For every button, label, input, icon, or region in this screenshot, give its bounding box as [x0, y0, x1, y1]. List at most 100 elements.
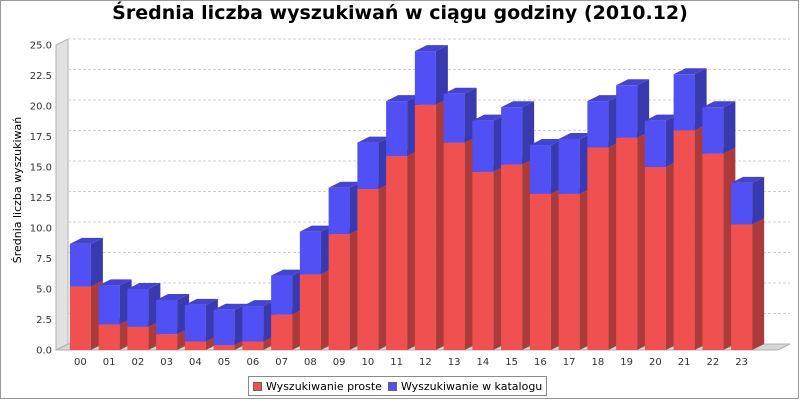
- y-tick-label: 15.0: [30, 163, 52, 174]
- x-tick-label: 20: [649, 357, 662, 368]
- x-tick-label: 16: [534, 357, 547, 368]
- bar-catalog-search: [328, 187, 350, 235]
- bar-simple-search: [702, 153, 724, 350]
- bar-catalog-search-top: [558, 132, 592, 139]
- x-tick-label: 03: [160, 357, 173, 368]
- bar-simple-search: [98, 324, 120, 350]
- x-tick-label: 23: [735, 357, 748, 368]
- bar-simple-search: [213, 345, 235, 350]
- bar-catalog-search-top: [386, 95, 420, 102]
- bar-catalog-search-top: [184, 298, 218, 305]
- bar-catalog-search-top: [328, 181, 362, 188]
- bar-simple-search: [644, 167, 666, 350]
- y-tick-label: 12.5: [30, 193, 52, 204]
- bar-catalog-search: [587, 101, 609, 148]
- legend-item-catalog-search: Wyszukiwanie w katalogu: [387, 379, 543, 393]
- x-tick-label: 17: [563, 357, 576, 368]
- bar-catalog-search: [299, 231, 321, 275]
- x-tick-label: 21: [678, 357, 691, 368]
- bar-catalog-search-top: [414, 45, 448, 52]
- bar-simple-search: [414, 104, 436, 350]
- legend-label-catalog-search: Wyszukiwanie w katalogu: [400, 379, 543, 393]
- bar-catalog-search-top: [69, 237, 103, 244]
- bar-simple-search: [501, 164, 523, 350]
- bar-catalog-search-top: [357, 136, 391, 143]
- bar-catalog-search: [98, 285, 120, 325]
- bar-catalog-search-top: [529, 139, 563, 146]
- bar-catalog-search-top: [271, 269, 305, 276]
- x-tick-label: 22: [707, 357, 720, 368]
- bar-simple-search: [443, 142, 465, 350]
- x-tick-label: 11: [390, 357, 403, 368]
- x-tick-label: 04: [189, 357, 202, 368]
- chart-side-wall: [55, 38, 69, 351]
- x-tick-label: 01: [103, 357, 116, 368]
- x-tick-label: 15: [505, 357, 518, 368]
- bar-catalog-search-top: [443, 87, 477, 94]
- y-tick-label: 17.5: [30, 132, 52, 143]
- bar-simple-search: [673, 130, 695, 350]
- bar-catalog-search-top: [731, 176, 765, 183]
- bar-catalog-search: [386, 101, 408, 157]
- bar-simple-search: [127, 326, 149, 350]
- bar-catalog-search: [242, 306, 264, 342]
- x-tick-label: 19: [620, 357, 633, 368]
- x-tick-label: 02: [132, 357, 145, 368]
- bar-catalog-search-side: [435, 45, 448, 105]
- bar-simple-search: [616, 137, 638, 350]
- bar-catalog-search-top: [616, 79, 650, 86]
- y-tick-label: 10.0: [30, 224, 52, 235]
- bar-catalog-search: [357, 142, 379, 189]
- bar-catalog-search-side: [752, 176, 765, 225]
- x-tick-label: 18: [592, 357, 605, 368]
- bar-simple-search: [472, 171, 494, 350]
- bar-catalog-search: [501, 107, 523, 165]
- bar-catalog-search: [529, 145, 551, 194]
- bar-catalog-search-top: [98, 279, 132, 286]
- bar-catalog-search-top: [127, 283, 161, 289]
- plot-area: 0.0 2.5 5.0 7.5 10.0 12.5 15.0 17.5 20.0 22.5 25.0…: [30, 38, 791, 368]
- bar-catalog-search-top: [501, 101, 535, 108]
- bar-catalog-search-top: [242, 300, 276, 307]
- bar-catalog-search-top: [702, 101, 736, 108]
- bar-simple-search: [587, 147, 609, 350]
- bar-catalog-search: [472, 120, 494, 172]
- bar-catalog-search-top: [213, 303, 247, 310]
- chart-title: Średnia liczba wyszukiwań w ciągu godzin…: [112, 0, 688, 24]
- legend-label-simple-search: Wyszukiwanie proste: [266, 379, 382, 393]
- bar-simple-search: [357, 188, 379, 350]
- bar-catalog-search: [443, 93, 465, 143]
- y-tick-label: 0.0: [36, 346, 52, 357]
- bar-catalog-search: [127, 289, 149, 327]
- y-tick-label: 20.0: [30, 102, 52, 113]
- bar-simple-search: [184, 341, 206, 350]
- bar-simple-search: [271, 314, 293, 350]
- y-tick-label: 7.5: [36, 254, 52, 265]
- bar-catalog-search-top: [587, 95, 621, 102]
- bar-catalog-search: [271, 275, 293, 315]
- y-axis-label: Średnia liczba wyszukiwań: [11, 117, 24, 264]
- bar-catalog-search-top: [472, 114, 506, 121]
- bar-simple-search: [529, 193, 551, 350]
- x-tick-label: 06: [247, 357, 260, 368]
- bar-catalog-search: [702, 107, 724, 154]
- bar-simple-search-side: [752, 218, 765, 350]
- bar-simple-search: [156, 334, 178, 350]
- bar-catalog-search: [673, 74, 695, 131]
- bar-catalog-search: [156, 299, 178, 335]
- bar-catalog-search: [213, 309, 235, 346]
- x-tick-label: 09: [333, 357, 346, 368]
- bar-simple-search: [386, 156, 408, 350]
- x-tick-label: 05: [218, 357, 231, 368]
- bar-catalog-search: [558, 138, 580, 194]
- y-tick-label: 2.5: [36, 315, 52, 326]
- y-tick-label: 22.5: [30, 71, 52, 82]
- legend-item-simple-search: Wyszukiwanie proste: [253, 380, 382, 393]
- bar-catalog-search-side: [90, 237, 103, 287]
- x-tick-label: 10: [362, 357, 375, 368]
- bar-catalog-search: [184, 304, 206, 342]
- legend-swatch-catalog-search: [387, 381, 397, 391]
- bar-catalog-search: [414, 51, 436, 105]
- bar-catalog-search-side: [723, 101, 736, 154]
